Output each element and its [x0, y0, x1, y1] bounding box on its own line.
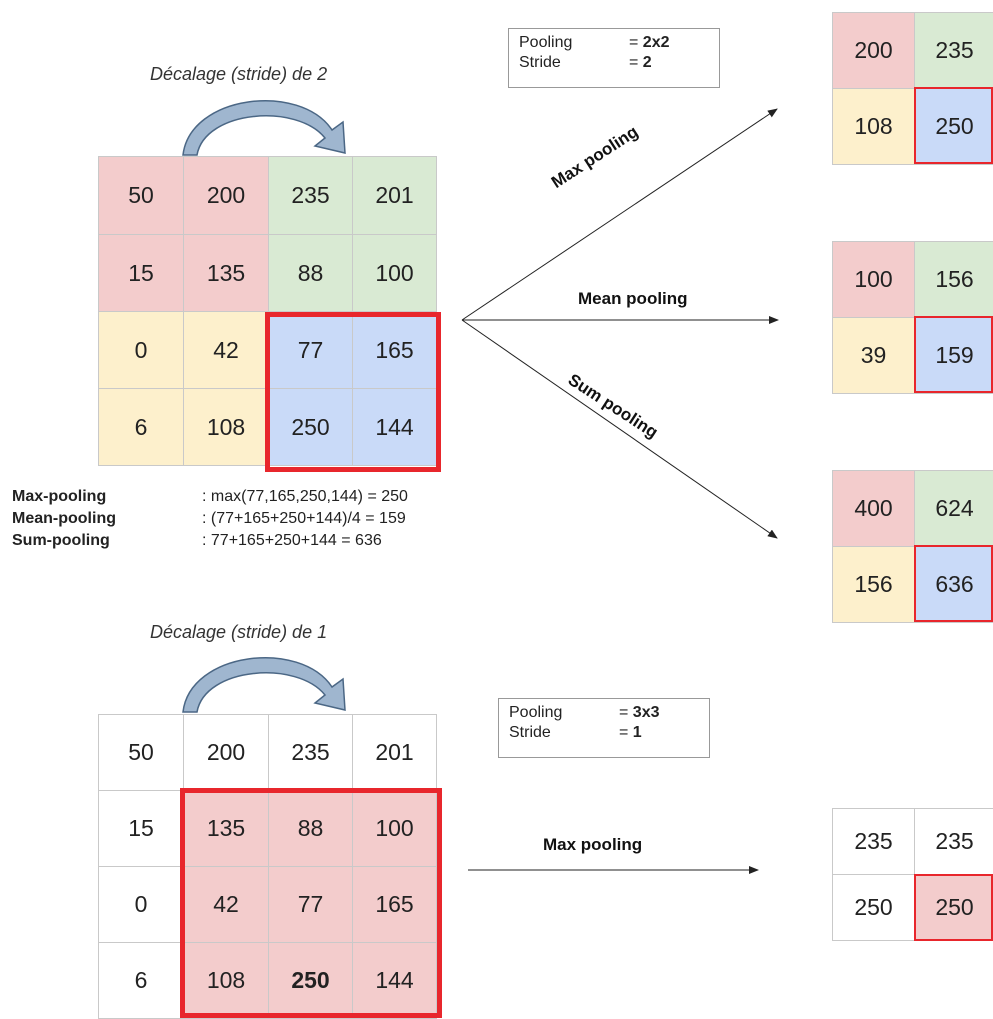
- matrix-cell: 201: [353, 157, 437, 235]
- output-cell: 250: [833, 875, 915, 941]
- matrix-cell: 235: [269, 715, 353, 791]
- stride-value: 2: [642, 54, 652, 71]
- matrix-cell: 165: [353, 867, 437, 943]
- bottom-max-pooling-label: Max pooling: [543, 835, 643, 854]
- max-pooling-arrow: [461, 108, 778, 321]
- matrix-cell: 201: [353, 715, 437, 791]
- matrix-cell: 50: [99, 157, 184, 235]
- matrix-cell: 15: [99, 791, 184, 867]
- matrix-cell: 144: [353, 943, 437, 1019]
- pooling-value: 2x2: [642, 34, 670, 51]
- output-cell: 250: [915, 875, 993, 941]
- matrix-cell: 77: [269, 312, 353, 389]
- matrix-cell: 200: [184, 715, 269, 791]
- top-info-box: Pooling = 2x2 Stride = 2: [508, 28, 720, 88]
- top-input-matrix: 50 200 235 201 15 135 88 100 0 42 77 165…: [98, 156, 437, 466]
- output-cell: 200: [833, 13, 915, 89]
- formula-expression: : 77+165+250+144 = 636: [202, 532, 382, 549]
- matrix-cell: 100: [353, 235, 437, 312]
- bottom-max-pooling-output: 235 235 250 250: [832, 808, 993, 941]
- pooling-window-highlight: [180, 788, 442, 1018]
- matrix-cell: 108: [184, 943, 269, 1019]
- output-cell: 250: [915, 89, 993, 165]
- matrix-cell: 6: [99, 389, 184, 466]
- output-highlight: [914, 87, 993, 164]
- matrix-cell: 200: [184, 157, 269, 235]
- matrix-cell: 250: [269, 389, 353, 466]
- output-cell: 235: [915, 13, 993, 89]
- output-cell: 108: [833, 89, 915, 165]
- pooling-value: 3x3: [632, 704, 660, 721]
- sum-pooling-arrow: [461, 319, 778, 539]
- formula-expression: : max(77,165,250,144) = 250: [202, 488, 408, 505]
- output-cell: 235: [915, 809, 993, 875]
- output-highlight: [914, 316, 993, 393]
- formula-expression: : (77+165+250+144)/4 = 159: [202, 510, 406, 527]
- stride-key: Stride: [519, 54, 561, 71]
- output-cell: 100: [833, 242, 915, 318]
- matrix-cell: 135: [184, 235, 269, 312]
- matrix-cell: 42: [184, 312, 269, 389]
- formula-label: Sum-pooling: [12, 532, 110, 549]
- matrix-cell: 77: [269, 867, 353, 943]
- stride-value: 1: [632, 724, 642, 741]
- matrix-cell: 50: [99, 715, 184, 791]
- mean-pooling-label: Mean pooling: [578, 289, 688, 308]
- stride-arrow-icon: [182, 657, 346, 713]
- output-cell: 636: [915, 547, 993, 623]
- matrix-cell: 0: [99, 867, 184, 943]
- matrix-cell: 88: [269, 235, 353, 312]
- matrix-cell: 15: [99, 235, 184, 312]
- matrix-cell-max: 250: [269, 943, 353, 1019]
- stride-key: Stride: [509, 724, 551, 741]
- top-stride-caption: Décalage (stride) de 2: [150, 64, 328, 84]
- max-pooling-output: 200 235 108 250: [832, 12, 993, 165]
- matrix-cell: 108: [184, 389, 269, 466]
- formula-label: Max-pooling: [12, 488, 107, 505]
- matrix-cell: 235: [269, 157, 353, 235]
- matrix-cell: 6: [99, 943, 184, 1019]
- stride-arrow-icon: [182, 100, 346, 156]
- output-cell: 624: [915, 471, 993, 547]
- mean-pooling-output: 100 156 39 159: [832, 241, 993, 394]
- pooling-key: Pooling: [519, 34, 573, 51]
- sum-pooling-output: 400 624 156 636: [832, 470, 993, 623]
- output-cell: 156: [833, 547, 915, 623]
- output-cell: 400: [833, 471, 915, 547]
- formula-label: Mean-pooling: [12, 510, 116, 527]
- matrix-cell: 165: [353, 312, 437, 389]
- output-cell: 235: [833, 809, 915, 875]
- bottom-input-matrix: 50 200 235 201 15 135 88 100 0 42 77 165…: [98, 714, 437, 1019]
- pooling-formulas: Max-pooling : max(77,165,250,144) = 250 M…: [12, 486, 408, 552]
- matrix-cell: 0: [99, 312, 184, 389]
- bottom-stride-caption: Décalage (stride) de 1: [150, 622, 328, 642]
- matrix-cell: 144: [353, 389, 437, 466]
- matrix-cell: 100: [353, 791, 437, 867]
- matrix-cell: 42: [184, 867, 269, 943]
- matrix-cell: 88: [269, 791, 353, 867]
- pooling-key: Pooling: [509, 704, 563, 721]
- output-cell: 156: [915, 242, 993, 318]
- output-highlight: [914, 545, 993, 622]
- output-highlight: [914, 874, 993, 941]
- output-cell: 159: [915, 318, 993, 394]
- output-cell: 39: [833, 318, 915, 394]
- bottom-info-box: Pooling = 3x3 Stride = 1: [498, 698, 710, 758]
- matrix-cell: 135: [184, 791, 269, 867]
- pooling-window-highlight: [265, 312, 441, 472]
